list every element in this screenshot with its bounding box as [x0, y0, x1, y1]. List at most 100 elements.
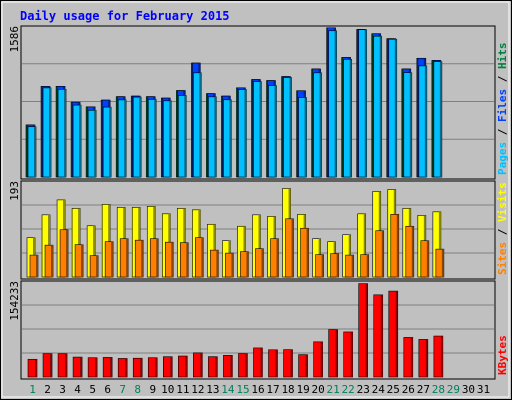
bar-bottom-kbytes-6-shade — [110, 357, 113, 377]
panel-bottom-max-label: 154233 — [8, 281, 21, 321]
x-tick-label-4: 4 — [74, 383, 81, 396]
bar-mid-sites-4-shade — [81, 244, 84, 277]
bar-mid-visits-4-shade — [78, 208, 81, 277]
x-tick-label-14: 14 — [221, 383, 235, 396]
bar-mid-visits-28-shade — [438, 211, 441, 277]
x-tick-label-5: 5 — [89, 383, 96, 396]
bar-mid-sites-27-shade — [426, 240, 429, 277]
bar-bottom-kbytes-24-shade — [380, 294, 383, 377]
legend-part: Pages — [496, 142, 509, 175]
bar-bottom-kbytes-14-shade — [230, 355, 233, 377]
bar-bottom-kbytes-16 — [253, 347, 263, 378]
bar-bottom-kbytes-17-shade — [275, 349, 278, 377]
bar-top-pages-7-shade — [124, 99, 127, 177]
bar-mid-sites-25-shade — [396, 214, 399, 277]
bar-mid-visits-16-shade — [258, 214, 261, 277]
bar-bottom-kbytes-18-shade — [290, 349, 293, 377]
x-tick-label-25: 25 — [387, 383, 400, 396]
bar-mid-sites-1-shade — [36, 255, 38, 277]
x-tick-label-27: 27 — [417, 383, 430, 396]
x-tick-label-2: 2 — [44, 383, 51, 396]
bar-mid-sites-17-shade — [276, 238, 279, 277]
x-tick-label-1: 1 — [29, 383, 36, 396]
legend-part: Hits — [496, 43, 509, 70]
x-tick-label-26: 26 — [402, 383, 415, 396]
x-tick-label-20: 20 — [312, 383, 325, 396]
bar-bottom-kbytes-21-shade — [335, 329, 338, 377]
bar-top-pages-21-shade — [334, 30, 337, 177]
bar-mid-visits-6-shade — [108, 204, 111, 277]
bar-mid-sites-13-shade — [216, 250, 219, 277]
x-tick-label-19: 19 — [296, 383, 309, 396]
bar-top-pages-9-shade — [154, 99, 157, 177]
bar-mid-sites-12-shade — [201, 237, 204, 277]
bar-top-pages-19-shade — [304, 97, 307, 177]
bar-top-pages-1-shade — [34, 126, 36, 177]
bar-top-pages-26-shade — [409, 72, 412, 177]
bar-mid-sites-26-shade — [411, 226, 414, 277]
bar-top-pages-5-shade — [94, 110, 97, 177]
bar-bottom-kbytes-9-shade — [155, 357, 158, 377]
panel-top: 1586 Pages / Files / Hits — [8, 25, 509, 180]
bar-top-pages-20-shade — [319, 72, 322, 177]
bar-mid-visits-5-shade — [93, 225, 96, 277]
bar-top-pages-22-shade — [349, 59, 352, 177]
bar-top-pages-16-shade — [259, 81, 262, 177]
bar-top-pages-13-shade — [214, 96, 217, 177]
panel-top-legend: Pages / Files / Hits — [496, 43, 509, 176]
x-tick-label-15: 15 — [236, 383, 249, 396]
x-tick-label-23: 23 — [357, 383, 370, 396]
bar-top-pages-23-shade — [364, 29, 367, 177]
bar-top-pages-11-shade — [184, 95, 187, 177]
bar-mid-sites-2-shade — [51, 245, 54, 277]
x-tick-label-7: 7 — [119, 383, 126, 396]
x-tick-label-12: 12 — [191, 383, 204, 396]
bar-bottom-kbytes-27-shade — [425, 339, 428, 377]
bar-bottom-kbytes-10-shade — [170, 356, 173, 377]
bar-bottom-kbytes-3-shade — [65, 353, 68, 377]
legend-part: Visits — [496, 182, 509, 222]
x-tick-label-31: 31 — [477, 383, 490, 396]
bar-top-pages-3-shade — [64, 89, 67, 177]
bar-mid-sites-3-shade — [66, 229, 69, 277]
x-tick-label-16: 16 — [251, 383, 264, 396]
bar-bottom-kbytes-20-shade — [320, 341, 323, 377]
bar-mid-sites-8-shade — [141, 240, 144, 277]
bar-bottom-kbytes-26-shade — [410, 337, 413, 377]
bar-top-pages-14-shade — [229, 99, 232, 177]
bar-bottom-kbytes-4-shade — [80, 357, 83, 377]
legend-part: Files — [496, 89, 509, 122]
legend-part: KBytes — [496, 335, 509, 375]
x-tick-label-24: 24 — [372, 383, 386, 396]
bar-mid-sites-24-shade — [381, 230, 384, 277]
x-tick-label-3: 3 — [59, 383, 66, 396]
legend-part: / — [496, 122, 509, 142]
bar-bottom-kbytes-12-shade — [200, 352, 203, 377]
bar-bottom-kbytes-23-shade — [365, 283, 368, 377]
bar-mid-sites-11-shade — [186, 242, 189, 277]
bar-top-pages-6-shade — [109, 107, 112, 177]
bar-top-pages-24-shade — [379, 36, 382, 178]
bar-top-pages-25-shade — [394, 39, 397, 178]
panel-top-max-label: 1586 — [8, 26, 21, 53]
bar-top-pages-2-shade — [49, 87, 52, 177]
panel-bottom: 154233 KBytes — [8, 280, 509, 380]
x-tick-label-6: 6 — [104, 383, 111, 396]
bar-mid-sites-6-shade — [111, 241, 114, 277]
panel-bottom-legend: KBytes — [496, 335, 509, 375]
bar-bottom-kbytes-7-shade — [125, 358, 128, 377]
panel-mid: 193 Sites / Visits — [8, 180, 509, 280]
bar-top-pages-10-shade — [169, 100, 172, 177]
bar-bottom-kbytes-8-shade — [140, 358, 143, 377]
bar-mid-sites-20-shade — [321, 254, 324, 277]
bar-mid-sites-21-shade — [336, 253, 339, 277]
bar-mid-sites-22-shade — [351, 255, 354, 277]
bar-mid-sites-9-shade — [156, 238, 159, 277]
bar-bottom-kbytes-15-shade — [245, 353, 248, 377]
bar-mid-sites-19-shade — [306, 228, 309, 277]
x-tick-label-13: 13 — [206, 383, 219, 396]
x-tick-label-22: 22 — [342, 383, 355, 396]
bar-bottom-kbytes-13-shade — [215, 356, 218, 377]
bar-mid-sites-7-shade — [126, 238, 129, 277]
